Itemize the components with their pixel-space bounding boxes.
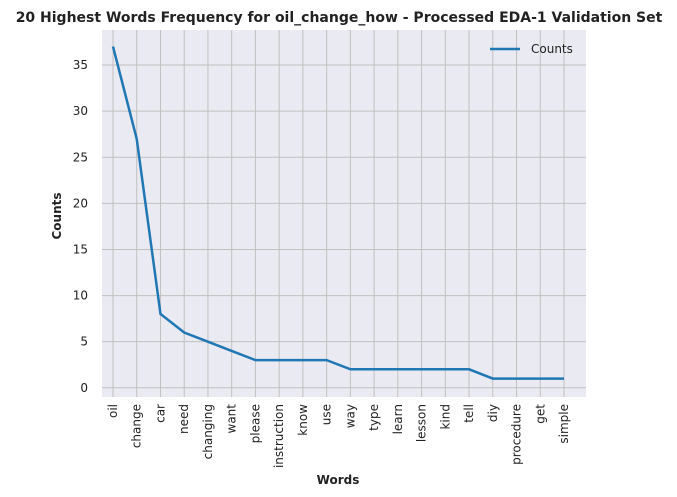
x-tick-label: know xyxy=(296,404,310,436)
y-tick-label: 30 xyxy=(73,104,88,118)
x-tick-label: tell xyxy=(462,404,476,423)
legend: Counts xyxy=(490,42,573,56)
y-axis-label: Counts xyxy=(50,192,64,239)
x-tick-label: procedure xyxy=(510,404,524,465)
x-tick-label: type xyxy=(367,404,381,431)
x-axis: oil change car need changing want please instru… xyxy=(106,404,571,468)
y-axis: 0 5 10 15 20 25 30 35 xyxy=(73,58,88,395)
x-axis-label: Words xyxy=(317,473,360,487)
x-tick-label: want xyxy=(225,404,239,434)
x-tick-label: simple xyxy=(557,404,571,444)
x-tick-label: get xyxy=(533,404,547,424)
x-tick-label: please xyxy=(248,404,262,443)
x-tick-label: car xyxy=(153,404,167,423)
y-tick-label: 10 xyxy=(73,289,88,303)
y-tick-label: 25 xyxy=(73,150,88,164)
plot-area xyxy=(102,30,586,397)
x-tick-label: changing xyxy=(201,404,215,459)
x-tick-label: instruction xyxy=(272,404,286,468)
y-tick-label: 5 xyxy=(80,335,88,349)
legend-label-counts: Counts xyxy=(531,42,573,56)
grid xyxy=(102,30,586,397)
x-tick-label: kind xyxy=(438,404,452,430)
x-tick-label: oil xyxy=(106,404,120,418)
y-tick-label: 35 xyxy=(73,58,88,72)
x-tick-label: learn xyxy=(391,404,405,434)
y-tick-label: 15 xyxy=(73,242,88,256)
y-tick-label: 0 xyxy=(80,381,88,395)
series-line-counts xyxy=(111,46,564,380)
x-tick-label: change xyxy=(130,404,144,448)
chart-title: 20 Highest Words Frequency for oil_chang… xyxy=(16,10,663,26)
x-tick-label: lesson xyxy=(415,404,429,442)
y-tick-label: 20 xyxy=(73,196,88,210)
x-tick-label: need xyxy=(177,404,191,434)
x-tick-label: use xyxy=(320,404,334,425)
x-tick-label: way xyxy=(343,404,357,428)
x-tick-label: diy xyxy=(486,404,500,422)
